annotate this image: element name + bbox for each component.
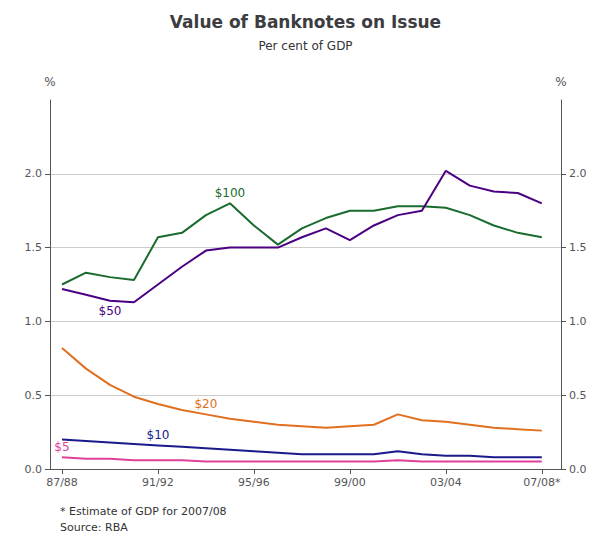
svg-text:2.0: 2.0 [569, 167, 587, 180]
svg-text:0.0: 0.0 [25, 463, 43, 476]
svg-text:%: % [44, 75, 55, 89]
svg-text:Value of Banknotes on Issue: Value of Banknotes on Issue [170, 12, 441, 32]
svg-text:Per cent of GDP: Per cent of GDP [258, 39, 352, 53]
svg-text:2.0: 2.0 [25, 167, 43, 180]
svg-text:03/04: 03/04 [430, 476, 462, 489]
svg-text:$20: $20 [194, 397, 217, 411]
svg-text:%: % [555, 75, 566, 89]
svg-text:$5: $5 [54, 440, 69, 454]
svg-text:1.5: 1.5 [569, 241, 587, 254]
svg-text:0.5: 0.5 [569, 389, 587, 402]
svg-text:$10: $10 [147, 428, 170, 442]
svg-text:1.5: 1.5 [25, 241, 43, 254]
svg-text:95/96: 95/96 [238, 476, 270, 489]
svg-text:0.5: 0.5 [25, 389, 43, 402]
svg-text:$100: $100 [215, 186, 246, 200]
svg-text:91/92: 91/92 [142, 476, 174, 489]
svg-text:07/08*: 07/08* [523, 476, 561, 489]
svg-text:Source: RBA: Source: RBA [60, 521, 128, 534]
svg-text:* Estimate of GDP for 2007/08: * Estimate of GDP for 2007/08 [60, 505, 227, 518]
svg-text:1.0: 1.0 [569, 315, 587, 328]
svg-text:87/88: 87/88 [46, 476, 78, 489]
svg-text:1.0: 1.0 [25, 315, 43, 328]
svg-text:0.0: 0.0 [569, 463, 587, 476]
svg-text:99/00: 99/00 [334, 476, 366, 489]
svg-text:$50: $50 [99, 304, 122, 318]
